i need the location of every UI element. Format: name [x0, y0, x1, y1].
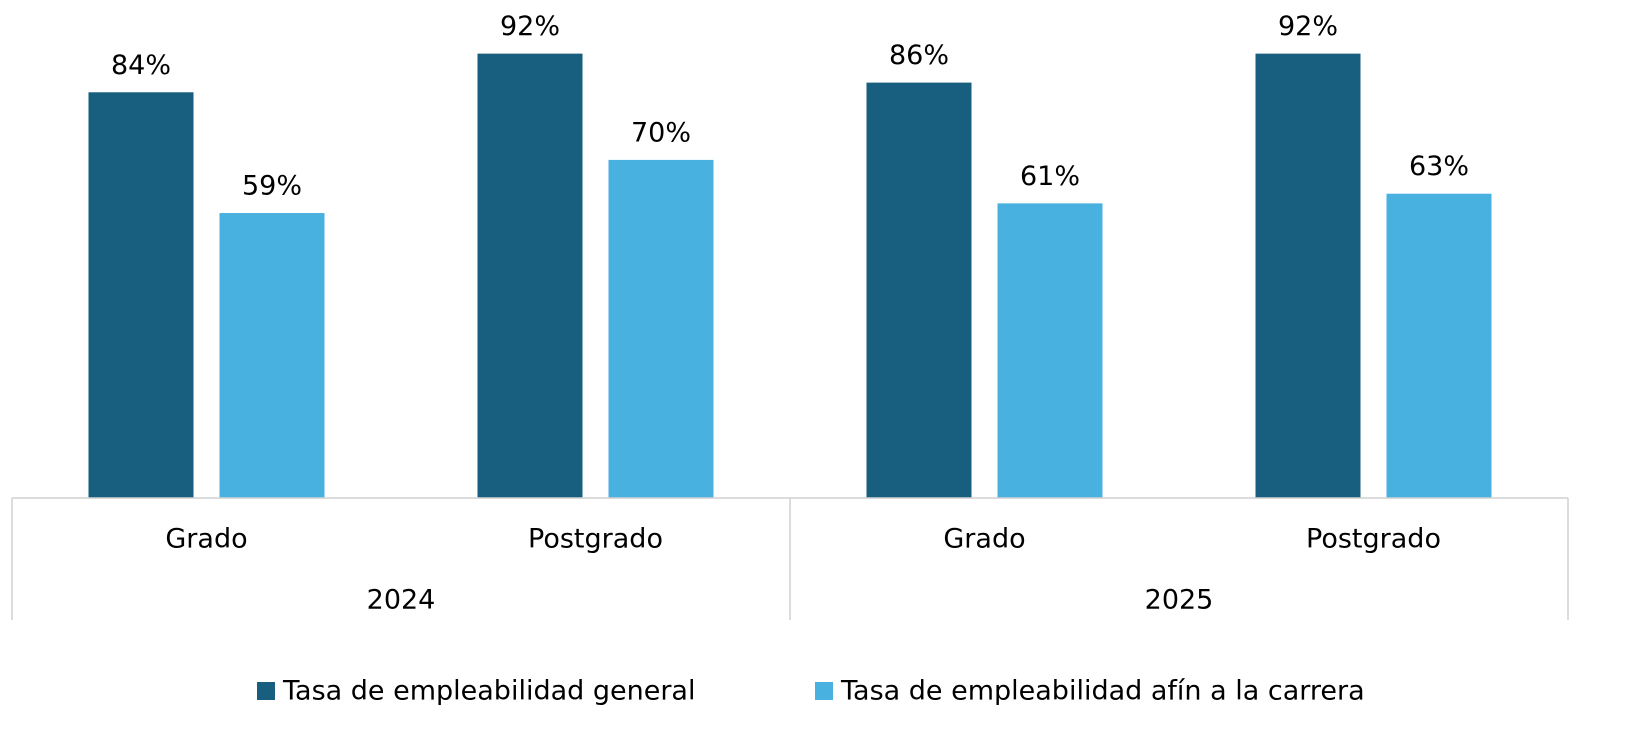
legend-label: Tasa de empleabilidad afín a la carrera — [840, 676, 1365, 707]
data-label: 92% — [500, 11, 560, 42]
bar — [1255, 53, 1361, 498]
data-label: 70% — [631, 117, 691, 148]
data-label: 84% — [111, 50, 171, 81]
legend-swatch — [257, 682, 275, 700]
x-tick-label: Grado — [165, 524, 247, 555]
group-label: 2025 — [1145, 585, 1214, 616]
legend-label: Tasa de empleabilidad general — [282, 676, 695, 707]
legend-swatch — [815, 682, 833, 700]
bar — [477, 53, 583, 498]
data-label: 92% — [1278, 11, 1338, 42]
x-tick-label: Grado — [943, 524, 1025, 555]
x-tick-label: Postgrado — [1306, 524, 1441, 555]
bar — [219, 213, 325, 498]
data-label: 59% — [242, 171, 302, 202]
bar — [1386, 193, 1492, 498]
bar — [997, 203, 1103, 498]
x-tick-label: Postgrado — [528, 524, 663, 555]
data-label: 86% — [889, 40, 949, 71]
bar — [88, 92, 194, 498]
data-label: 61% — [1020, 161, 1080, 192]
bar — [608, 159, 714, 498]
group-label: 2024 — [367, 585, 436, 616]
data-label: 63% — [1409, 151, 1469, 182]
bar — [866, 82, 972, 499]
